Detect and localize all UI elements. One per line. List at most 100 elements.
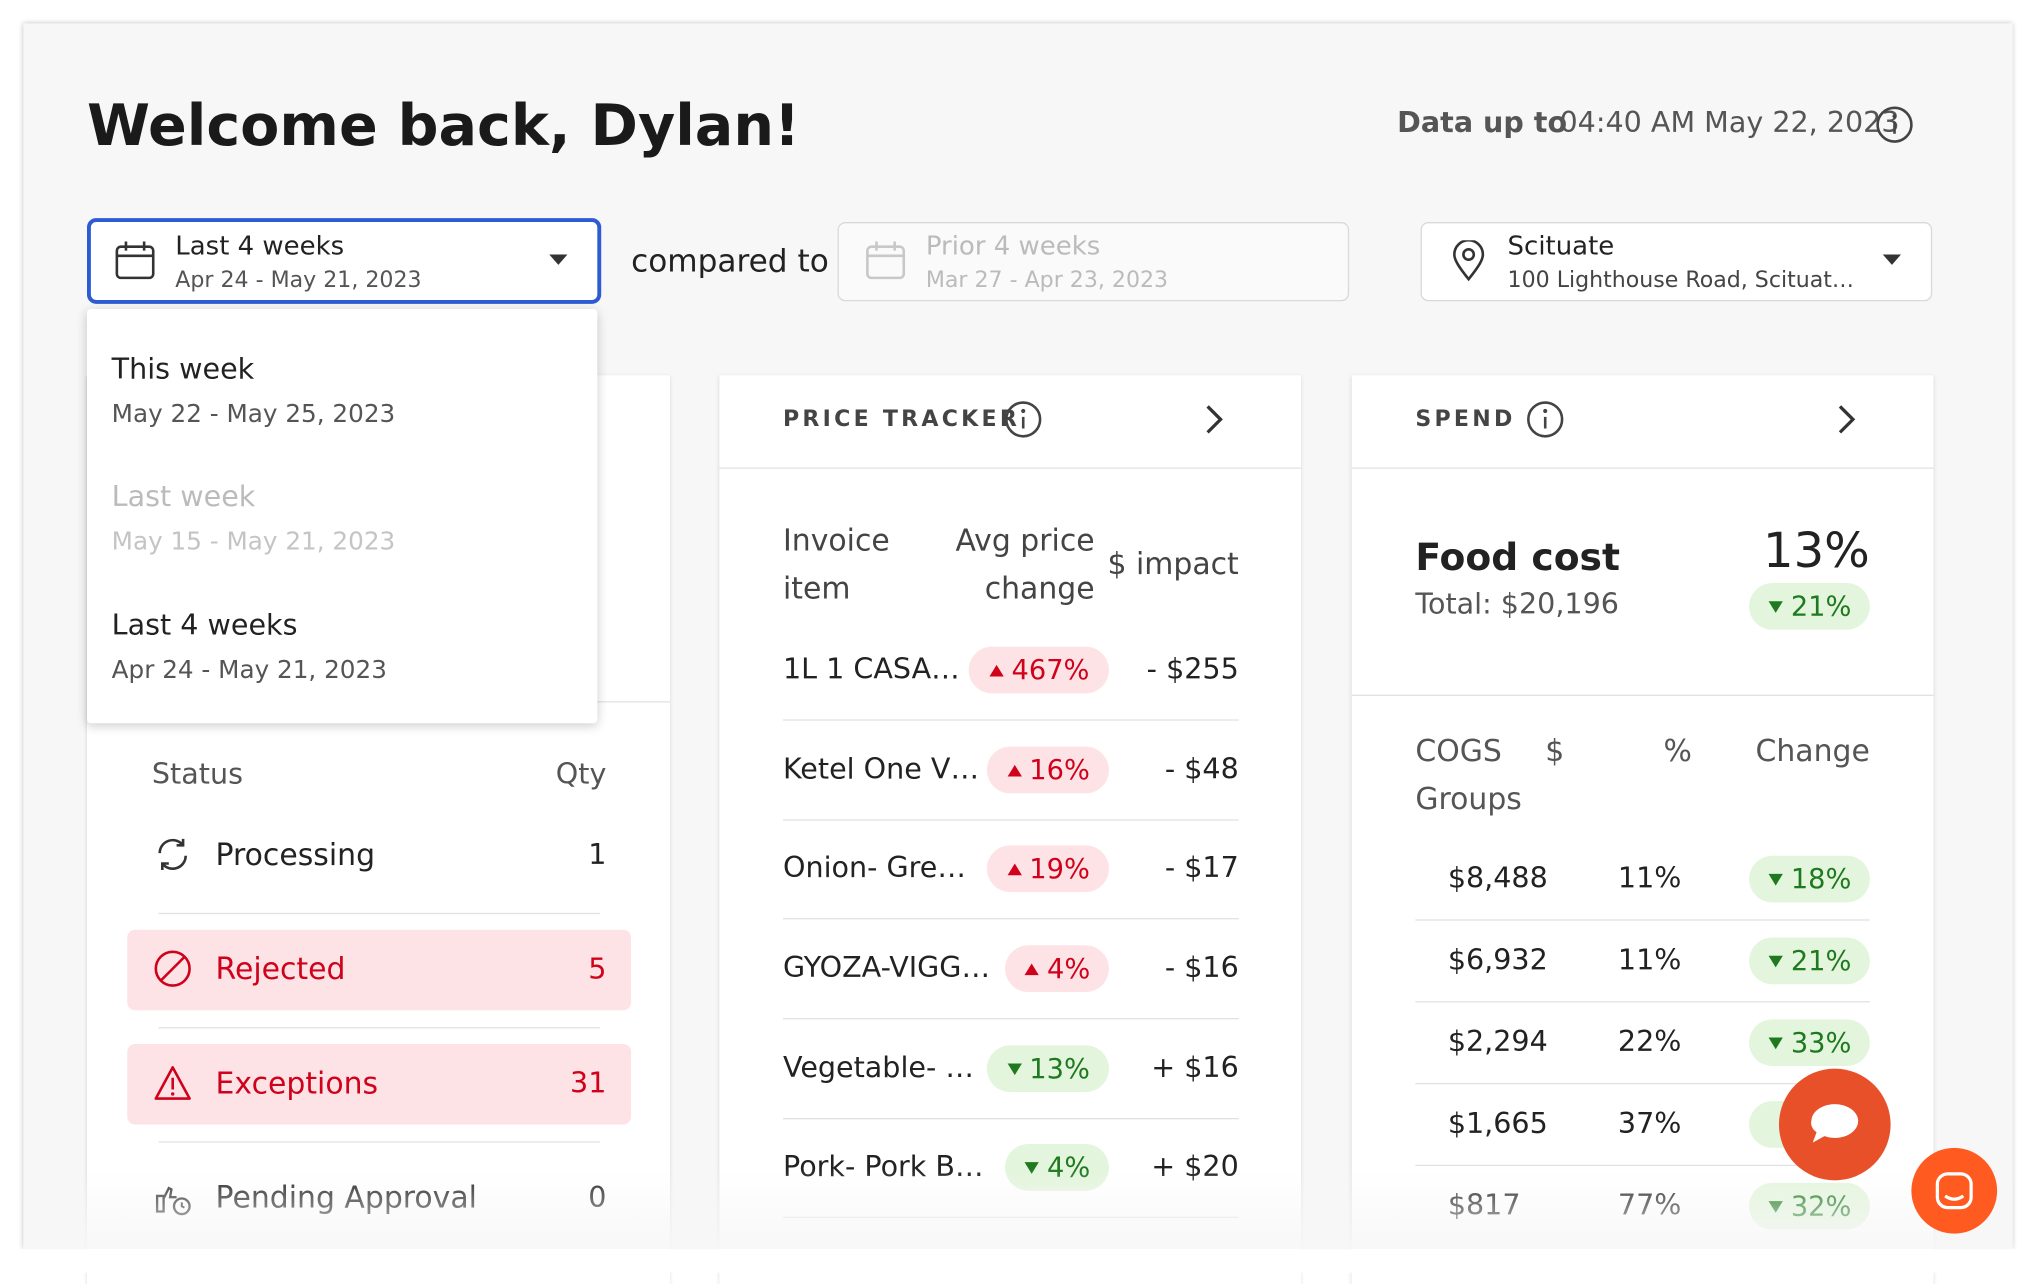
card-title: PRICE TRACKER bbox=[782, 406, 1021, 433]
option-label: Last week bbox=[111, 481, 256, 514]
chat-button[interactable] bbox=[1778, 1067, 1892, 1181]
option-label[interactable]: This week bbox=[111, 353, 255, 387]
item-name: 1L 1 CASA… bbox=[782, 653, 960, 687]
change-value: 4% bbox=[1047, 953, 1091, 985]
arrow bbox=[1024, 1161, 1040, 1174]
status-icon bbox=[153, 1063, 195, 1105]
column-header: change bbox=[984, 572, 1095, 607]
column-header: Change bbox=[1755, 734, 1870, 769]
percent: 22% bbox=[1617, 1026, 1682, 1059]
amount: $1,665 bbox=[1447, 1108, 1548, 1141]
item-name: Vegetable- … bbox=[782, 1052, 974, 1085]
divider bbox=[782, 819, 1239, 821]
fade bbox=[23, 1168, 2013, 1250]
location-address: 100 Lighthouse Road, Scituat… bbox=[1507, 267, 1854, 294]
compared-label: compared to bbox=[631, 242, 829, 280]
calendar-icon bbox=[866, 241, 906, 280]
impact: - $16 bbox=[1164, 952, 1239, 985]
info-icon[interactable] bbox=[1526, 400, 1565, 439]
period-label: Last 4 weeks bbox=[175, 229, 345, 261]
divider bbox=[158, 1141, 600, 1143]
period-select[interactable] bbox=[86, 218, 602, 304]
food-cost-total: Total: $20,196 bbox=[1415, 588, 1619, 622]
change-pill: 16% bbox=[986, 746, 1109, 794]
page-title: Welcome back, Dylan! bbox=[86, 92, 801, 160]
divider bbox=[1351, 467, 1934, 469]
chevron[interactable] bbox=[1836, 404, 1857, 435]
column-header: Groups bbox=[1415, 782, 1522, 817]
impact: - $255 bbox=[1146, 653, 1239, 687]
arrow bbox=[1768, 873, 1784, 885]
info-icon[interactable] bbox=[1875, 105, 1914, 144]
item-name: Onion- Gre… bbox=[782, 852, 966, 885]
status-qty: 31 bbox=[570, 1068, 607, 1101]
food-cost-label: Food cost bbox=[1415, 534, 1620, 580]
divider bbox=[1415, 919, 1870, 921]
icon bbox=[158, 838, 187, 870]
arrow bbox=[989, 664, 1004, 676]
change-value: 18% bbox=[1790, 863, 1852, 895]
status-icon bbox=[153, 835, 195, 877]
percent: 11% bbox=[1617, 944, 1682, 978]
change-value: 467% bbox=[1011, 654, 1090, 686]
change-pill: 33% bbox=[1749, 1019, 1870, 1067]
amount: $6,932 bbox=[1447, 944, 1548, 978]
caret bbox=[1882, 254, 1902, 265]
compare-label: Prior 4 weeks bbox=[925, 229, 1101, 261]
column-header: Status bbox=[151, 758, 243, 792]
change-pill: 467% bbox=[968, 646, 1109, 694]
column-header: Avg price bbox=[955, 524, 1095, 559]
column-header: Qty bbox=[555, 758, 607, 792]
option-range: Apr 24 - May 21, 2023 bbox=[111, 655, 387, 685]
divider bbox=[782, 918, 1239, 920]
chevron[interactable] bbox=[1204, 404, 1225, 435]
compare-range: Mar 27 - Apr 23, 2023 bbox=[925, 267, 1169, 294]
caret bbox=[549, 254, 568, 265]
status-highlight bbox=[127, 929, 632, 1011]
option-label[interactable]: Last 4 weeks bbox=[111, 609, 298, 643]
arrow bbox=[1024, 962, 1040, 975]
divider bbox=[782, 1018, 1239, 1020]
icon bbox=[154, 1066, 191, 1100]
change-pill: 18% bbox=[1749, 855, 1870, 903]
column-header: $ bbox=[1545, 734, 1565, 769]
change-value: 13% bbox=[1029, 1053, 1090, 1085]
arrow bbox=[1007, 1062, 1022, 1075]
item-name: Ketel One V… bbox=[782, 753, 980, 787]
divider bbox=[158, 1027, 600, 1029]
compare-select bbox=[837, 222, 1350, 302]
status-highlight bbox=[127, 1043, 632, 1125]
info-icon[interactable] bbox=[1004, 400, 1043, 439]
column-header: item bbox=[782, 572, 851, 607]
food-cost-percent: 13% bbox=[1763, 522, 1870, 579]
impact: - $48 bbox=[1164, 753, 1239, 787]
divider bbox=[719, 467, 1302, 469]
change-pill: 21% bbox=[1749, 937, 1870, 985]
column-header: Invoice bbox=[782, 524, 890, 559]
divider bbox=[1351, 694, 1934, 696]
status-icon bbox=[153, 949, 195, 991]
period-range: Apr 24 - May 21, 2023 bbox=[175, 267, 422, 294]
help-button[interactable] bbox=[1910, 1147, 1998, 1235]
change-pill: 4% bbox=[1005, 945, 1109, 993]
arrow bbox=[1768, 955, 1784, 967]
amount: $8,488 bbox=[1447, 862, 1548, 896]
status-name: Rejected bbox=[215, 953, 346, 987]
column-header: COGS bbox=[1415, 734, 1502, 769]
change-pill: 13% bbox=[986, 1045, 1109, 1093]
icon bbox=[154, 950, 191, 987]
divider bbox=[782, 1118, 1239, 1120]
change-value: 21% bbox=[1790, 590, 1852, 622]
data-time: 04:40 AM May 22, 2023 bbox=[1559, 107, 1900, 140]
divider bbox=[1415, 1001, 1870, 1003]
impact: + $16 bbox=[1151, 1052, 1239, 1085]
location-label: Scituate bbox=[1507, 229, 1615, 261]
amount: $2,294 bbox=[1447, 1026, 1548, 1059]
arrow bbox=[1768, 1036, 1784, 1049]
location-select[interactable] bbox=[1420, 222, 1933, 302]
period-dropdown bbox=[86, 309, 598, 724]
arrow bbox=[1768, 600, 1784, 613]
arrow bbox=[1007, 862, 1022, 875]
percent: 37% bbox=[1617, 1108, 1682, 1141]
